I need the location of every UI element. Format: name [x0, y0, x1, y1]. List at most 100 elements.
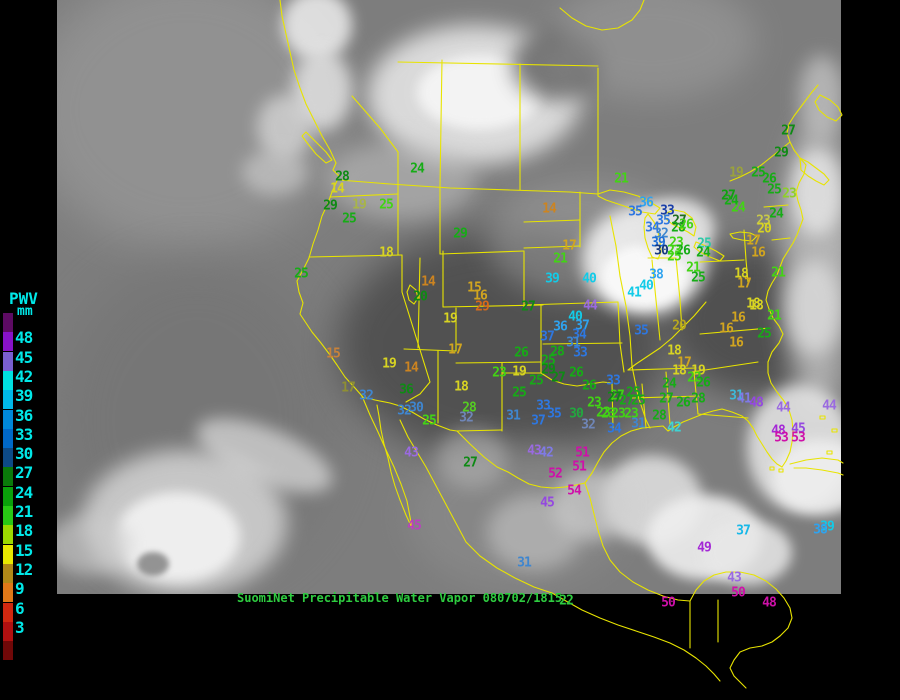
legend-swatch: [3, 621, 13, 641]
station-value: 27: [672, 213, 687, 229]
station-value: 19: [729, 165, 744, 181]
station-value: 29: [774, 145, 789, 161]
station-value: 32: [359, 388, 374, 404]
station-value: 15: [467, 280, 482, 296]
station-value: 44: [583, 298, 598, 314]
coastline-west: [296, 162, 363, 397]
legend-label: 3: [15, 617, 25, 637]
station-value: 27: [781, 123, 796, 139]
legend-label: 33: [15, 424, 33, 444]
legend-label: 6: [15, 598, 25, 618]
state-line: [523, 219, 581, 223]
station-value: 24: [769, 206, 784, 222]
station-value: 17: [746, 233, 761, 249]
station-value: 51: [572, 459, 587, 475]
station-value: 48: [749, 395, 764, 411]
station-value: 24: [662, 376, 677, 392]
station-value: 14: [542, 201, 557, 217]
bc-rockies-line: [351, 95, 399, 195]
legend-swatch: [3, 602, 13, 622]
station-value: 24: [696, 245, 711, 261]
station-value: 45: [791, 421, 806, 437]
florida-keys: [778, 468, 784, 473]
station-value: 40: [568, 309, 583, 325]
cloud-blob: [437, 428, 507, 488]
station-value: 27: [463, 455, 478, 471]
station-value: 27: [551, 370, 566, 386]
station-value: 32: [397, 403, 412, 419]
station-value: 25: [626, 385, 641, 401]
station-value: 26: [696, 375, 711, 391]
station-value: 25: [541, 353, 556, 369]
ohio-river: [627, 301, 707, 371]
lake-huron: [663, 209, 697, 237]
station-value: 43: [527, 443, 542, 459]
station-value: 23: [587, 395, 602, 411]
station-value: 17: [737, 276, 752, 292]
station-value: 14: [421, 274, 436, 290]
station-value: 21: [553, 251, 568, 267]
station-value: 34: [607, 421, 622, 437]
station-value: 23: [624, 406, 639, 422]
product-title: SuomiNet Precipitable Water Vapor 080702…: [237, 591, 563, 605]
state-line: [401, 254, 431, 403]
station-value: 25: [512, 385, 527, 401]
state-line: [523, 245, 581, 249]
station-value: 42: [539, 445, 554, 461]
legend-swatch: [3, 544, 13, 564]
station-value: 38: [813, 522, 828, 538]
station-value: 25: [767, 182, 782, 198]
legend-swatch: [3, 506, 13, 525]
cyclone-arm: [57, 515, 132, 575]
coastline-east-gulf: [584, 164, 807, 484]
station-value: 23: [611, 406, 626, 422]
legend-swatch: [3, 583, 13, 603]
station-value: 25: [757, 326, 772, 342]
legend-label: 9: [15, 579, 25, 599]
state-line: [675, 257, 683, 331]
station-value: 26: [514, 345, 529, 361]
cloud-blob: [637, 198, 715, 258]
legend-label: 45: [15, 347, 33, 367]
station-value: 35: [547, 406, 562, 422]
station-value: 31: [506, 408, 521, 424]
cyclone-eye: [137, 552, 169, 576]
legend-swatch: [3, 525, 13, 545]
lake-superior: [597, 189, 661, 215]
legend-label: 39: [15, 386, 33, 406]
state-line: [456, 429, 503, 432]
james-bay: [559, 0, 645, 31]
station-value: 18: [734, 266, 749, 282]
station-value: 21: [614, 171, 629, 187]
cloud-blob: [327, 140, 477, 220]
station-value: 28: [462, 400, 477, 416]
legend-swatch: [3, 332, 13, 352]
station-value: 29: [453, 226, 468, 242]
cuba-coast: [793, 467, 844, 476]
cuba-coast: [789, 457, 844, 465]
station-value: 23: [601, 406, 616, 422]
mississippi-river: [609, 215, 651, 429]
station-value: 26: [679, 217, 694, 233]
province-line: [397, 61, 599, 67]
legend-swatch: [3, 351, 13, 371]
state-line: [743, 229, 749, 283]
station-value: 25: [691, 270, 706, 286]
yucatan-peninsula: [689, 571, 793, 637]
great-salt-lake: [406, 284, 419, 305]
legend-unit: mm: [17, 304, 33, 319]
station-value: 19: [512, 364, 527, 380]
province-line: [439, 59, 443, 187]
station-value: 29: [541, 362, 556, 378]
station-value: 45: [407, 518, 422, 534]
legend-swatch: [3, 563, 13, 583]
state-line: [665, 371, 671, 425]
station-value: 37: [736, 523, 751, 539]
central-america-coast: [729, 635, 781, 689]
legend-swatch: [3, 370, 13, 390]
station-value: 28: [652, 408, 667, 424]
station-value: 32: [654, 226, 669, 242]
legend-title: PWV: [9, 289, 38, 308]
station-value: 37: [531, 413, 546, 429]
station-value: 26: [676, 395, 691, 411]
